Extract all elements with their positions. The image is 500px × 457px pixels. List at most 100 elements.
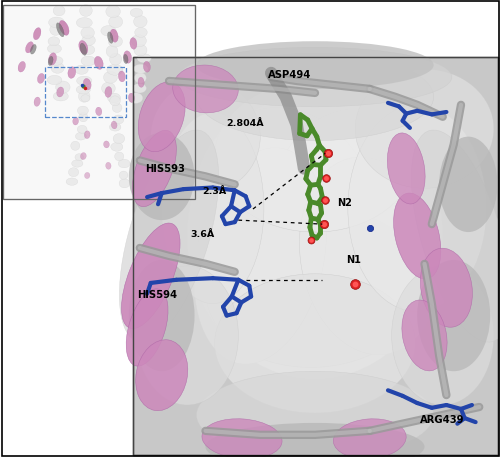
Ellipse shape <box>50 56 63 65</box>
Ellipse shape <box>48 44 62 53</box>
Bar <box>132 57 498 455</box>
Ellipse shape <box>76 85 90 94</box>
Ellipse shape <box>18 61 26 72</box>
Ellipse shape <box>129 133 194 220</box>
Ellipse shape <box>68 168 78 177</box>
Ellipse shape <box>78 125 87 133</box>
Ellipse shape <box>79 112 88 122</box>
Ellipse shape <box>38 74 44 83</box>
Ellipse shape <box>104 141 110 148</box>
Ellipse shape <box>206 423 424 457</box>
Ellipse shape <box>172 65 238 113</box>
Ellipse shape <box>108 16 122 28</box>
Ellipse shape <box>122 223 180 329</box>
Ellipse shape <box>130 8 142 17</box>
Ellipse shape <box>105 86 112 97</box>
Bar <box>132 57 498 455</box>
Ellipse shape <box>47 75 62 85</box>
Ellipse shape <box>119 171 128 179</box>
Ellipse shape <box>112 103 122 112</box>
Text: N2: N2 <box>338 198 352 208</box>
Ellipse shape <box>134 16 147 27</box>
Ellipse shape <box>76 17 92 28</box>
Ellipse shape <box>132 35 146 47</box>
Ellipse shape <box>114 152 124 161</box>
Ellipse shape <box>136 266 238 405</box>
Ellipse shape <box>420 248 472 327</box>
Ellipse shape <box>48 53 56 65</box>
Ellipse shape <box>113 115 124 124</box>
Ellipse shape <box>30 44 36 54</box>
Ellipse shape <box>110 96 120 106</box>
Ellipse shape <box>101 26 116 36</box>
Text: HIS593: HIS593 <box>145 164 185 174</box>
Ellipse shape <box>392 266 494 405</box>
Ellipse shape <box>214 81 416 232</box>
Ellipse shape <box>300 157 440 355</box>
Ellipse shape <box>48 56 53 65</box>
Ellipse shape <box>348 105 486 312</box>
Ellipse shape <box>128 93 134 102</box>
Bar <box>2 5 195 199</box>
Ellipse shape <box>76 133 86 140</box>
Ellipse shape <box>56 23 64 37</box>
Ellipse shape <box>196 53 434 141</box>
Ellipse shape <box>110 123 121 131</box>
Text: N1: N1 <box>346 255 361 266</box>
Ellipse shape <box>202 419 282 457</box>
Ellipse shape <box>80 5 92 16</box>
Ellipse shape <box>53 5 65 16</box>
Ellipse shape <box>102 82 116 94</box>
Ellipse shape <box>106 45 118 57</box>
Ellipse shape <box>51 63 64 73</box>
Ellipse shape <box>124 51 132 63</box>
Ellipse shape <box>136 340 188 411</box>
Ellipse shape <box>26 42 34 53</box>
Ellipse shape <box>134 27 147 37</box>
Ellipse shape <box>137 53 151 63</box>
Ellipse shape <box>206 208 424 367</box>
Ellipse shape <box>134 44 147 56</box>
Ellipse shape <box>394 193 441 279</box>
Ellipse shape <box>214 274 416 413</box>
Ellipse shape <box>108 93 120 103</box>
Ellipse shape <box>34 97 40 106</box>
Ellipse shape <box>194 148 326 364</box>
Ellipse shape <box>80 43 86 55</box>
Ellipse shape <box>82 35 96 46</box>
Ellipse shape <box>81 95 90 102</box>
Ellipse shape <box>53 91 68 101</box>
Ellipse shape <box>106 162 111 169</box>
Ellipse shape <box>132 130 176 207</box>
Ellipse shape <box>129 260 194 371</box>
Ellipse shape <box>151 81 260 192</box>
Ellipse shape <box>110 29 118 42</box>
Ellipse shape <box>56 81 70 93</box>
Ellipse shape <box>194 107 378 325</box>
Ellipse shape <box>75 65 88 74</box>
Bar <box>2 5 195 199</box>
Ellipse shape <box>196 371 434 457</box>
Ellipse shape <box>104 71 118 83</box>
Ellipse shape <box>417 260 490 371</box>
Ellipse shape <box>402 300 447 371</box>
Ellipse shape <box>66 178 78 186</box>
Ellipse shape <box>118 159 130 168</box>
Ellipse shape <box>113 133 124 143</box>
Ellipse shape <box>48 17 64 28</box>
Ellipse shape <box>106 5 120 18</box>
Ellipse shape <box>269 109 434 308</box>
Ellipse shape <box>134 73 146 83</box>
Ellipse shape <box>110 53 122 65</box>
Ellipse shape <box>129 93 143 103</box>
Ellipse shape <box>111 121 117 129</box>
Ellipse shape <box>80 153 86 159</box>
Ellipse shape <box>81 27 94 38</box>
Ellipse shape <box>162 113 264 303</box>
Ellipse shape <box>196 41 434 89</box>
Ellipse shape <box>70 141 80 150</box>
Text: 2.804Å: 2.804Å <box>226 119 264 128</box>
Ellipse shape <box>76 76 92 85</box>
Text: ARG439: ARG439 <box>420 414 465 425</box>
Ellipse shape <box>124 54 128 64</box>
